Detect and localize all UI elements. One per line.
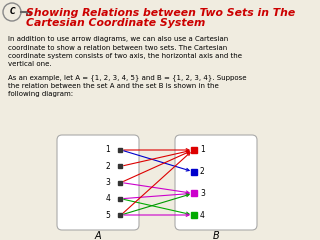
Text: In addition to use arrow diagrams, we can also use a Cartesian: In addition to use arrow diagrams, we ca… — [8, 36, 228, 42]
Text: 1: 1 — [200, 145, 205, 155]
Text: 2: 2 — [200, 167, 205, 176]
Text: the relation between the set A and the set B is shown in the: the relation between the set A and the s… — [8, 83, 219, 89]
Text: Cartesian Coordinate System: Cartesian Coordinate System — [26, 18, 205, 28]
Text: A: A — [95, 231, 101, 240]
Text: following diagram:: following diagram: — [8, 91, 73, 97]
Text: C: C — [10, 7, 16, 17]
FancyBboxPatch shape — [175, 135, 257, 230]
Text: As an example, let A = {1, 2, 3, 4, 5} and B = {1, 2, 3, 4}. Suppose: As an example, let A = {1, 2, 3, 4, 5} a… — [8, 74, 246, 81]
Text: 4: 4 — [105, 194, 110, 203]
Text: coordinate to show a relation between two sets. The Cartesian: coordinate to show a relation between tw… — [8, 44, 227, 50]
Text: 1: 1 — [105, 145, 110, 155]
Text: 3: 3 — [105, 178, 110, 187]
Text: B: B — [212, 231, 220, 240]
Text: coordinate system consists of two axis, the horizontal axis and the: coordinate system consists of two axis, … — [8, 53, 242, 59]
Text: 4: 4 — [200, 210, 205, 220]
Text: Showing Relations between Two Sets in The: Showing Relations between Two Sets in Th… — [26, 8, 295, 18]
Text: 3: 3 — [200, 189, 205, 198]
Text: 2: 2 — [105, 162, 110, 171]
Text: vertical one.: vertical one. — [8, 61, 52, 67]
FancyBboxPatch shape — [57, 135, 139, 230]
Text: 5: 5 — [105, 210, 110, 220]
